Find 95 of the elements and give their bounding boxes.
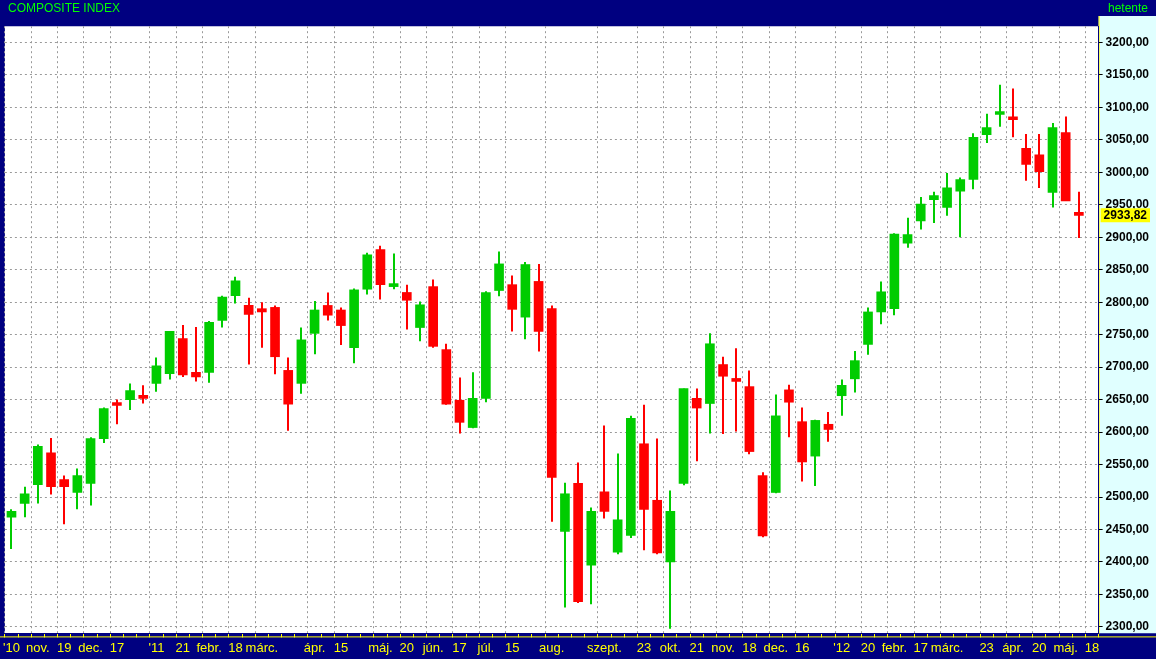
x-tick-label: jún. <box>421 639 444 655</box>
x-tick-label: nov. <box>26 639 50 655</box>
candlestick <box>151 356 162 393</box>
x-tick-label: máj. <box>368 639 393 655</box>
y-tick-label: 2350,00 <box>1105 586 1150 601</box>
x-tick-label: 21 <box>689 639 704 655</box>
x-tick-label: 19 <box>56 639 72 655</box>
candlestick <box>336 306 346 347</box>
x-tick-label: ápr. <box>1002 639 1024 655</box>
x-tick-label: febr. <box>196 639 222 655</box>
x-tick-label: ápr. <box>303 639 326 655</box>
y-tick-label: 3050,00 <box>1105 132 1150 147</box>
candlestick <box>1074 190 1084 239</box>
y-tick-label: 3000,00 <box>1105 164 1150 179</box>
candlestick <box>112 398 122 426</box>
x-tick-label: 20 <box>399 639 415 655</box>
candlestick <box>230 275 241 305</box>
x-tick-label: dec. <box>763 639 789 655</box>
y-tick-label: 2500,00 <box>1105 489 1150 504</box>
candlestick <box>415 300 425 343</box>
candlestick <box>850 349 860 394</box>
candlestick <box>599 424 610 520</box>
y-tick-label: 3200,00 <box>1105 34 1150 49</box>
x-tick-label: 15 <box>333 639 349 655</box>
x-tick-label: 23 <box>979 639 994 655</box>
candlestick <box>388 252 399 291</box>
text: hetente <box>1107 1 1148 15</box>
y-tick-label: 2450,00 <box>1105 521 1150 536</box>
x-tick-label: 18 <box>1084 639 1100 655</box>
x-tick-label: 23 <box>636 639 652 655</box>
candlestick <box>902 216 913 249</box>
x-tick-label: szept. <box>587 639 622 655</box>
candlestick <box>955 176 966 239</box>
x-tick-label: máj. <box>1053 639 1078 655</box>
x-tick-label: aug. <box>539 639 565 655</box>
x-tick-label: '12 <box>833 639 851 655</box>
candlestick <box>1008 87 1018 139</box>
candlestick <box>981 112 992 145</box>
candlestick <box>929 190 939 224</box>
candlestick <box>876 280 887 326</box>
x-tick-label: 16 <box>794 639 810 655</box>
candlestick <box>1034 133 1045 189</box>
x-tick-label: 17 <box>913 639 928 655</box>
text: 2933,82 <box>1103 207 1148 222</box>
candlestick <box>125 382 135 411</box>
candlestick <box>401 283 412 331</box>
candlestick <box>731 347 742 433</box>
x-tick-label: '10 <box>3 639 20 655</box>
y-tick-label: 3100,00 <box>1105 99 1150 114</box>
x-tick-label: okt. <box>659 639 681 655</box>
x-tick-label: 20 <box>1032 639 1047 655</box>
y-tick-label: 2750,00 <box>1105 326 1150 341</box>
candlestick <box>72 467 83 511</box>
candlestick <box>1021 133 1031 182</box>
y-tick-label: 3150,00 <box>1105 67 1150 82</box>
candlestick <box>454 376 465 435</box>
candlestick <box>942 171 952 217</box>
candlestick <box>191 325 201 383</box>
x-tick-label: dec. <box>78 639 103 655</box>
candlestick <box>915 196 926 231</box>
candlestick <box>322 291 333 322</box>
x-tick-label: júl. <box>476 639 495 655</box>
y-tick-label: 2850,00 <box>1105 262 1150 277</box>
candlestick <box>691 387 702 463</box>
y-tick-label: 2600,00 <box>1105 424 1150 439</box>
candlestick <box>784 383 794 439</box>
candlestick <box>138 384 149 405</box>
y-tick-label: 2650,00 <box>1105 391 1150 406</box>
y-tick-label: 2900,00 <box>1105 229 1150 244</box>
y-tick-label: 2800,00 <box>1105 294 1150 309</box>
candlestick <box>823 410 834 443</box>
x-tick-label: 20 <box>860 639 876 655</box>
x-tick-label: 18 <box>742 639 757 655</box>
x-tick-label: 15 <box>504 639 520 655</box>
candlestick <box>243 296 254 366</box>
chart-title: COMPOSITE INDEX <box>8 1 121 15</box>
x-tick-label: 18 <box>228 639 243 655</box>
x-tick-label: nov. <box>711 639 735 655</box>
x-tick-label: '11 <box>148 639 165 655</box>
y-tick-label: 2700,00 <box>1105 359 1150 374</box>
y-tick-label: 2400,00 <box>1105 554 1150 569</box>
y-tick-label: 2300,00 <box>1105 619 1150 634</box>
x-tick-label: 17 <box>109 639 125 655</box>
candlestick <box>257 301 267 349</box>
candlestick <box>19 485 30 519</box>
x-tick-label: 17 <box>452 639 467 655</box>
candlestick <box>836 378 847 417</box>
x-tick-label: 21 <box>175 639 191 655</box>
x-tick-label: febr. <box>881 639 908 655</box>
x-tick-label: márc. <box>245 639 279 655</box>
y-tick-label: 2550,00 <box>1105 456 1150 471</box>
candlestick <box>718 355 728 436</box>
candlestick <box>59 474 70 526</box>
candlestick <box>994 83 1005 128</box>
x-tick-label: márc. <box>930 639 964 655</box>
